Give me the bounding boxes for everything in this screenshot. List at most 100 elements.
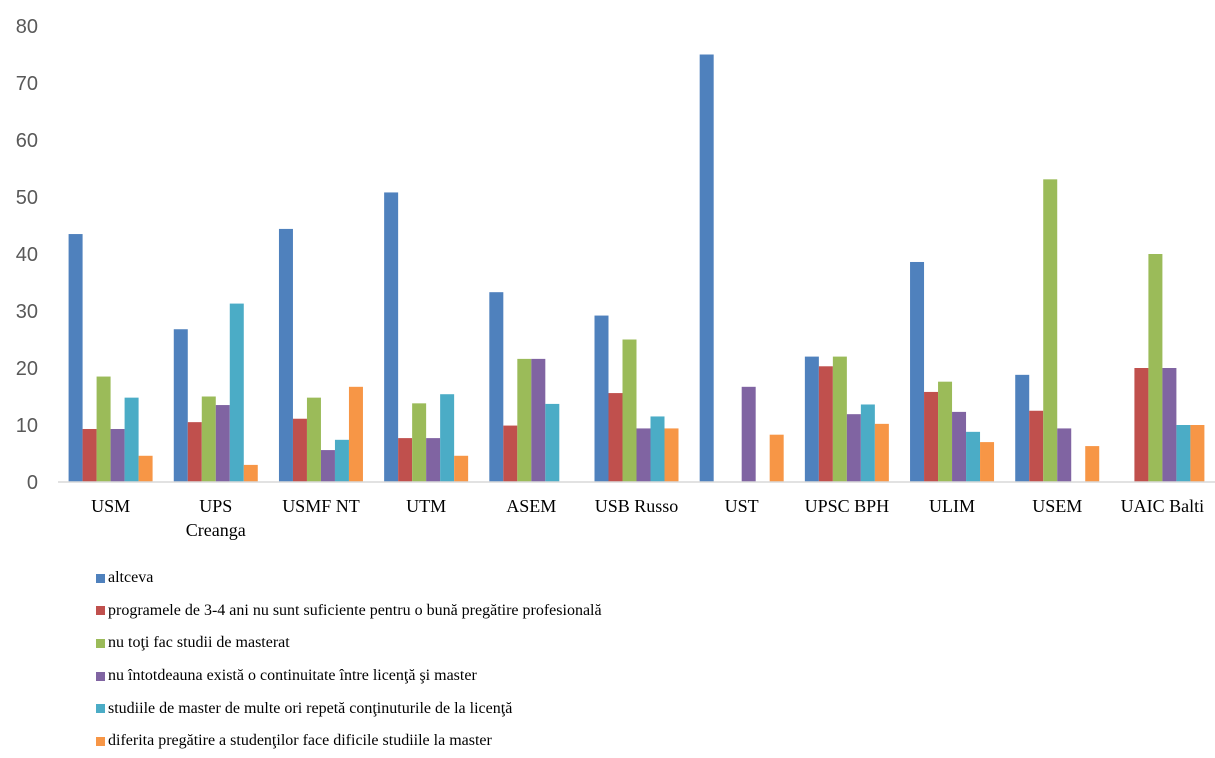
bar <box>412 403 427 482</box>
legend-swatch <box>96 671 105 681</box>
bar <box>1134 368 1149 482</box>
legend-swatch <box>96 606 105 616</box>
legend-label: nu întotdeauna există o continuitate înt… <box>108 667 477 685</box>
bar <box>384 192 399 482</box>
bar <box>215 405 230 482</box>
bar <box>110 428 125 482</box>
x-tick-label: UST <box>725 496 759 516</box>
bar <box>292 418 307 482</box>
bar <box>398 438 413 482</box>
bar <box>545 403 560 482</box>
bar <box>874 423 889 482</box>
legend: altceva programele de 3-4 ani nu sunt suf… <box>96 562 602 758</box>
legend-entry: nu întotdeauna există o continuitate înt… <box>96 660 602 693</box>
bar <box>489 292 504 482</box>
y-tick-label: 20 <box>16 358 38 380</box>
legend-swatch <box>96 573 105 583</box>
y-tick-label: 30 <box>16 301 38 323</box>
bar <box>1043 179 1058 482</box>
bar <box>1085 446 1100 482</box>
legend-entry: studiile de master de multe ori repetă c… <box>96 692 602 725</box>
bar <box>278 228 293 482</box>
y-tick-label: 80 <box>16 16 38 38</box>
bar <box>503 425 518 482</box>
x-tick-line: UPS <box>199 496 232 516</box>
bar <box>124 397 139 482</box>
bar <box>860 404 875 482</box>
bar <box>440 394 455 482</box>
bar <box>173 329 188 482</box>
x-tick-label: USB Russo <box>595 496 679 516</box>
bar <box>1176 425 1191 482</box>
x-tick-line: ULIM <box>929 496 975 516</box>
x-tick-line: UPSC BPH <box>805 496 890 516</box>
bar <box>334 439 349 482</box>
bar <box>769 434 784 482</box>
bar <box>741 386 756 482</box>
x-tick-label: UTM <box>406 496 446 516</box>
legend-label: programele de 3-4 ani nu sunt suficiente… <box>108 601 602 619</box>
y-tick-label: 0 <box>27 472 38 494</box>
bar <box>348 386 363 482</box>
y-tick-label: 70 <box>16 73 38 95</box>
bar <box>980 442 995 482</box>
bar <box>426 438 441 482</box>
bar <box>187 422 202 482</box>
bar <box>531 358 546 482</box>
bar <box>846 414 861 482</box>
bar <box>1057 428 1072 482</box>
x-tick-label: UAIC Balti <box>1121 496 1205 516</box>
bar <box>1190 425 1205 482</box>
bar <box>910 261 925 482</box>
legend-swatch <box>96 704 105 714</box>
y-tick-label: 50 <box>16 187 38 209</box>
bar <box>924 391 939 482</box>
x-tick-line: USB Russo <box>595 496 679 516</box>
x-tick-label: ASEM <box>506 496 556 516</box>
legend-entry: programele de 3-4 ani nu sunt suficiente… <box>96 595 602 628</box>
y-tick-label: 10 <box>16 415 38 437</box>
x-tick-label: ULIM <box>929 496 975 516</box>
bar <box>664 428 679 482</box>
bar <box>966 431 981 482</box>
bar <box>1015 374 1030 482</box>
legend-label: studiile de master de multe ori repetă c… <box>108 699 513 717</box>
legend-swatch <box>96 736 105 746</box>
y-axis-ticks: 0 10 20 30 40 50 60 70 80 <box>16 16 38 494</box>
legend-swatch <box>96 638 105 648</box>
bar <box>818 366 833 482</box>
x-tick-label: UPS Creanga <box>186 496 246 540</box>
bar <box>636 428 651 482</box>
bar <box>138 455 153 482</box>
bar <box>1029 410 1044 482</box>
bar <box>68 234 83 482</box>
bar <box>804 356 819 482</box>
bar <box>650 416 665 482</box>
legend-entry: altceva <box>96 562 602 595</box>
x-tick-line: UTM <box>406 496 446 516</box>
x-tick-line: UAIC Balti <box>1121 496 1205 516</box>
bar <box>201 396 216 482</box>
bar <box>699 54 714 482</box>
bar <box>517 358 532 482</box>
legend-entry: nu toţi fac studii de masterat <box>96 627 602 660</box>
bar <box>952 411 967 482</box>
x-tick-label: USM <box>91 496 130 516</box>
x-tick-label: UPSC BPH <box>805 496 890 516</box>
bar <box>96 376 111 482</box>
legend-label: diferita pregătire a studenţilor face di… <box>108 732 492 750</box>
grouped-bar-chart: 0 10 20 30 40 50 60 70 80 USM UPS Creanga USMF NT UT… <box>16 16 1215 540</box>
bar <box>594 315 609 482</box>
x-tick-line: ASEM <box>506 496 556 516</box>
legend-entry: diferita pregătire a studenţilor face di… <box>96 725 602 758</box>
y-tick-label: 60 <box>16 130 38 152</box>
x-tick-line: USMF NT <box>282 496 360 516</box>
legend-label: altceva <box>108 569 154 587</box>
bar <box>1148 254 1163 482</box>
bar <box>229 303 244 482</box>
x-tick-line: USEM <box>1032 496 1082 516</box>
bars <box>68 54 1205 482</box>
bar <box>82 428 97 482</box>
bar <box>306 397 321 482</box>
x-tick-label: USEM <box>1032 496 1082 516</box>
